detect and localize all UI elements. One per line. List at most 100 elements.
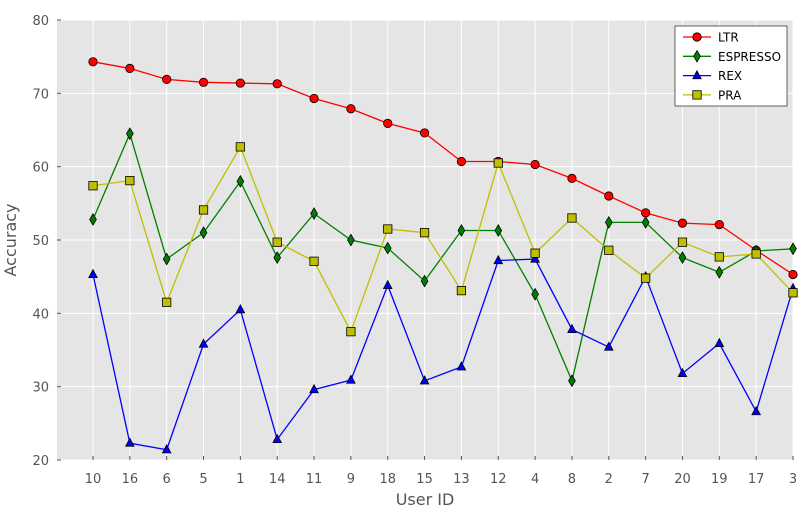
legend: LTR ESPRESSO REX PRA <box>674 25 788 107</box>
data-point <box>383 224 393 234</box>
data-point <box>161 444 172 454</box>
data-point <box>272 433 283 444</box>
data-point <box>346 104 356 114</box>
data-point <box>456 361 467 371</box>
data-point <box>162 297 172 307</box>
data-point <box>677 218 688 228</box>
data-point <box>236 174 245 188</box>
data-point <box>456 285 467 296</box>
data-point <box>567 173 577 183</box>
data-point <box>692 90 702 100</box>
data-point <box>419 228 430 238</box>
data-point <box>751 249 761 259</box>
series-pra <box>88 142 798 337</box>
y-tick-label: 30 <box>32 381 49 396</box>
y-tick-label: 20 <box>32 454 49 469</box>
data-point <box>692 69 702 80</box>
data-point <box>419 128 430 138</box>
data-point <box>272 79 282 89</box>
legend-item-rex: REX <box>683 69 742 83</box>
data-point <box>494 224 503 237</box>
series-line <box>92 145 794 334</box>
data-point <box>235 78 245 88</box>
data-point <box>383 241 392 255</box>
x-tick-label: 12 <box>490 472 507 487</box>
y-axis-title: Accuracy <box>1 203 20 276</box>
series-line <box>92 61 794 276</box>
data-point <box>88 181 98 191</box>
data-point <box>604 191 614 201</box>
data-point <box>788 288 798 298</box>
data-point <box>677 367 688 378</box>
y-tick-label: 60 <box>32 161 49 176</box>
data-point <box>567 323 577 334</box>
x-tick-label: 9 <box>347 472 355 487</box>
legend-label: REX <box>718 69 742 83</box>
y-tick-label: 40 <box>32 307 49 322</box>
data-point <box>678 251 687 265</box>
data-point <box>693 49 701 63</box>
data-point <box>272 237 282 247</box>
legend-item-espresso: ESPRESSO <box>683 50 781 64</box>
data-point <box>125 175 135 186</box>
data-point <box>457 224 466 237</box>
data-point <box>456 156 467 167</box>
series-line <box>92 258 794 451</box>
data-point <box>162 252 171 266</box>
legend-label: LTR <box>718 31 739 45</box>
data-point <box>347 233 355 247</box>
x-tick-label: 19 <box>711 472 728 487</box>
legend-label: ESPRESSO <box>718 50 781 64</box>
data-point <box>714 252 724 262</box>
data-point <box>604 245 614 255</box>
data-point <box>493 158 503 168</box>
legend-item-pra: PRA <box>683 88 742 102</box>
data-point <box>641 208 651 218</box>
data-point <box>309 383 319 394</box>
series-line <box>92 131 794 383</box>
x-tick-label: 5 <box>199 472 207 487</box>
data-point <box>568 374 576 388</box>
data-point <box>714 220 724 230</box>
data-point <box>641 215 650 229</box>
x-tick-label: 13 <box>453 472 470 487</box>
data-point <box>788 269 798 280</box>
data-point <box>124 437 135 447</box>
x-tick-label: 11 <box>306 472 323 487</box>
y-tick-label: 50 <box>32 234 49 249</box>
x-tick-label: 15 <box>416 472 433 487</box>
x-tick-label: 10 <box>85 472 102 487</box>
axis-ticks: 20 30 40 50 60 70 80 10 16 6 5 1 14 11 9 18 15 13 12 4 8 2 7 20… <box>32 14 797 487</box>
data-point <box>346 374 356 384</box>
y-tick-label: 70 <box>32 87 49 102</box>
data-point <box>198 77 209 87</box>
x-tick-label: 1 <box>236 472 244 487</box>
data-point <box>125 63 135 74</box>
series-rex <box>88 253 798 454</box>
data-point <box>567 213 577 223</box>
x-tick-label: 4 <box>531 472 539 487</box>
data-point <box>789 242 797 256</box>
data-point <box>530 253 540 263</box>
x-tick-label: 7 <box>641 472 649 487</box>
data-point <box>88 268 98 279</box>
data-point <box>235 142 245 152</box>
data-point <box>493 254 504 265</box>
data-point <box>309 93 319 104</box>
data-point <box>273 251 282 265</box>
data-point <box>89 213 97 226</box>
data-point <box>126 127 134 141</box>
data-point <box>382 279 393 290</box>
x-tick-label: 16 <box>122 472 139 487</box>
legend-item-ltr: LTR <box>683 31 739 45</box>
data-point <box>346 327 356 337</box>
x-axis-title: User ID <box>396 490 455 509</box>
x-tick-label: 17 <box>748 472 765 487</box>
data-point <box>692 32 702 42</box>
data-point <box>420 274 429 288</box>
data-point <box>531 287 539 301</box>
data-point <box>383 118 393 129</box>
data-point <box>530 248 540 258</box>
data-point <box>530 159 540 170</box>
